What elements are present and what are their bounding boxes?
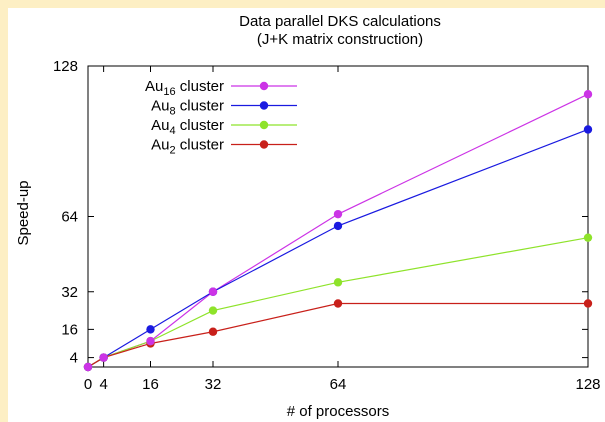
legend-label-8: Au8 cluster: [151, 98, 224, 118]
x-tick-label: 64: [330, 376, 347, 393]
legend-label-4: Au4 cluster: [151, 117, 224, 137]
data-point: [208, 306, 218, 315]
x-tick-label: 128: [575, 376, 600, 393]
legend-label-2: Au2 cluster: [151, 137, 224, 157]
axis-ticks: 0 4 16 32 64 128 4 16 32 64 128: [53, 58, 601, 393]
chart-background: [8, 8, 605, 422]
data-point: [208, 327, 218, 336]
x-tick-label: 32: [205, 376, 222, 393]
data-point: [583, 299, 593, 308]
legend-swatch-point: [259, 140, 269, 149]
x-axis-label: # of processors: [287, 403, 390, 420]
data-point: [146, 325, 155, 334]
x-tick-label: 16: [142, 376, 159, 393]
data-point: [333, 221, 343, 231]
x-tick-label: 0: [84, 376, 92, 393]
data-point: [333, 299, 343, 308]
data-point: [99, 353, 108, 362]
chart-subtitle: (J+K matrix construction): [257, 31, 423, 48]
legend-swatch-point: [259, 81, 269, 91]
data-point: [333, 278, 343, 287]
data-point: [583, 125, 593, 134]
legend-swatch-point: [259, 101, 269, 110]
y-axis-label: Speed-up: [15, 180, 32, 245]
x-tick-label: 4: [99, 376, 107, 393]
data-point: [333, 209, 343, 219]
y-tick-label: 16: [61, 321, 78, 338]
legend-swatch-point: [259, 120, 269, 130]
legend-label-16: Au16 cluster: [145, 78, 224, 98]
y-tick-label: 128: [53, 58, 78, 75]
data-point: [146, 336, 155, 346]
data-point: [583, 90, 593, 99]
data-point: [583, 233, 593, 242]
data-point: [208, 287, 218, 296]
chart-title: Data parallel DKS calculations: [239, 13, 441, 30]
data-point: [83, 362, 93, 372]
y-tick-label: 64: [61, 209, 78, 226]
y-tick-label: 4: [70, 350, 78, 367]
series-lines: [83, 90, 593, 372]
y-tick-label: 32: [61, 284, 78, 301]
